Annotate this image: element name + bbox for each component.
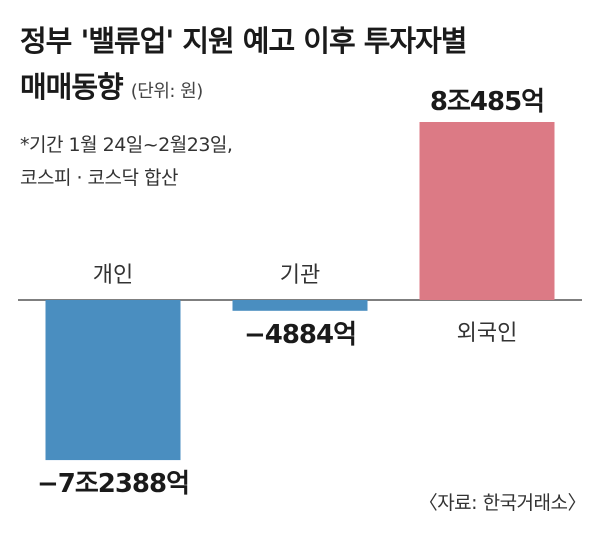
value-label-1: −4884억 bbox=[244, 320, 356, 350]
chart-title: 정부 '밸류업' 지원 예고 이후 투자자별 bbox=[20, 24, 467, 58]
chart-title-text: 매매동향 bbox=[20, 70, 124, 104]
bar-0 bbox=[45, 300, 181, 461]
category-label-1: 기관 bbox=[280, 263, 320, 288]
category-label-0: 개인 bbox=[93, 263, 133, 288]
source-note: 〈자료: 한국거래소〉 bbox=[418, 492, 587, 514]
category-label-2: 외국인 bbox=[457, 321, 518, 346]
unit-label: (단위: 원) bbox=[130, 81, 204, 102]
bar-2 bbox=[419, 122, 555, 300]
value-label-0: −7조2388억 bbox=[37, 469, 189, 499]
chart-title-line2: 매매동향 (단위: 원) bbox=[20, 64, 203, 106]
bar-1 bbox=[232, 300, 368, 311]
market-note: 코스피 · 코스닥 합산 bbox=[20, 167, 179, 189]
period-note: *기간 1월 24일~2월23일, bbox=[20, 134, 233, 156]
value-label-2: 8조485억 bbox=[430, 87, 544, 117]
